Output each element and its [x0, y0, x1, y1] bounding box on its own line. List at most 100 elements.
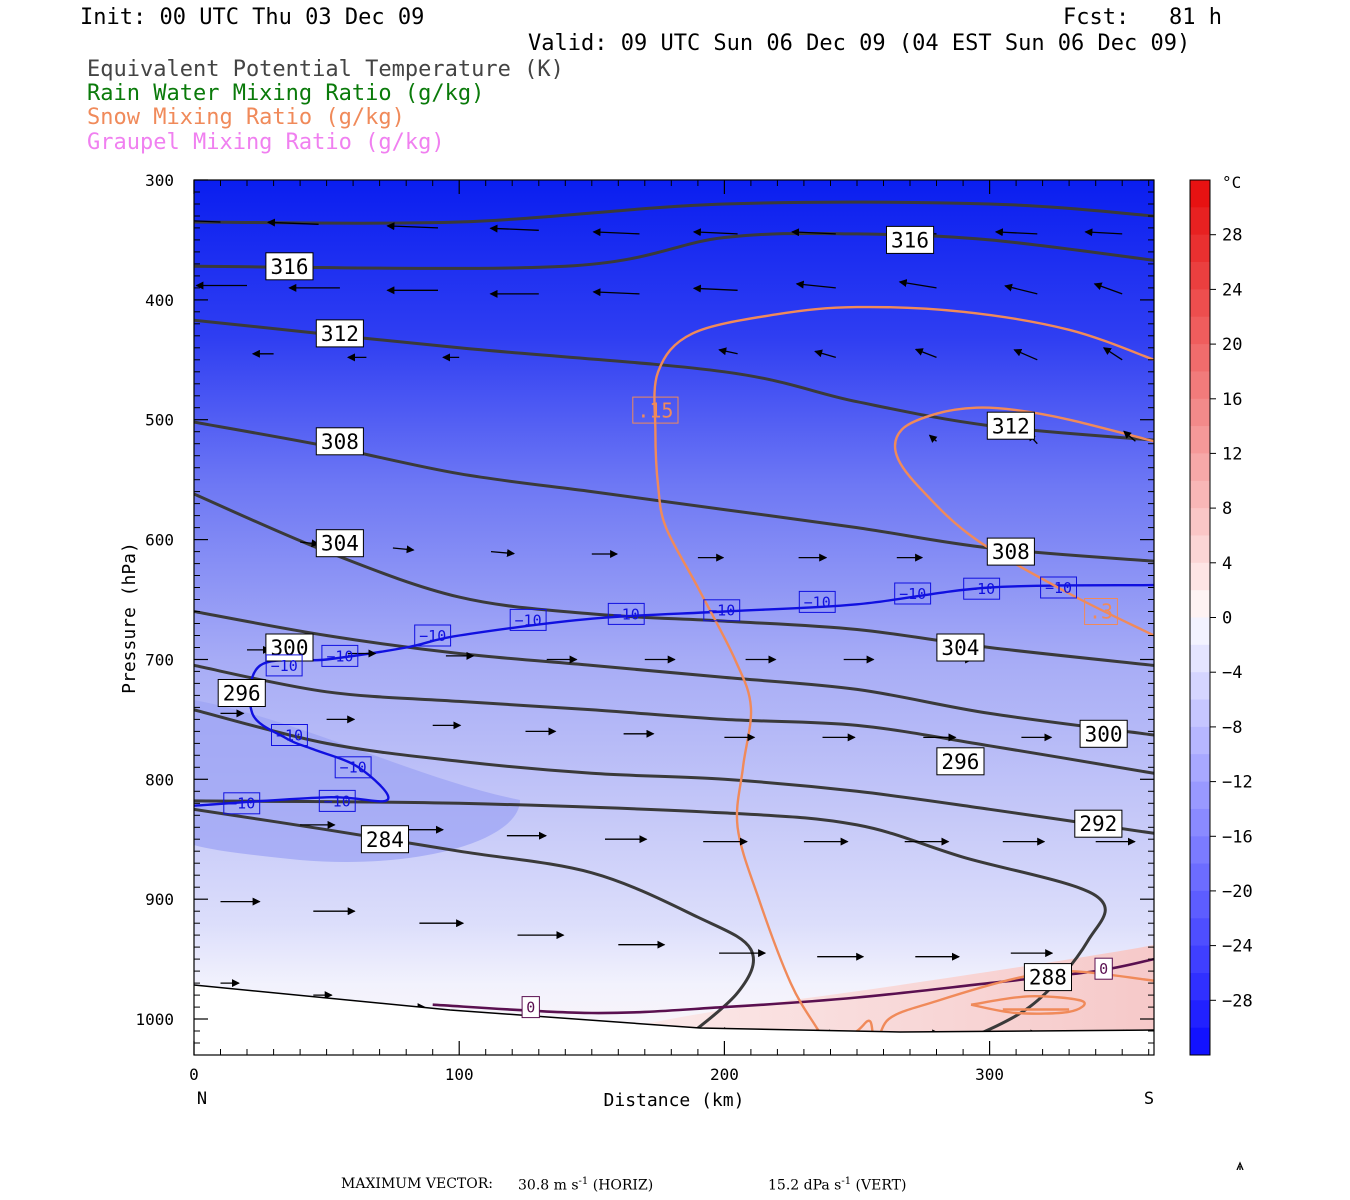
snow-contour-.3 [970, 995, 1086, 1015]
snow-label-box [1084, 598, 1118, 625]
wind-vector [490, 549, 515, 557]
theta-e-label: 300 [1079, 719, 1128, 748]
colorbar-segment [1190, 1027, 1210, 1056]
wind-vector [592, 288, 640, 297]
reference-vector-icon [1236, 1161, 1244, 1170]
colorbar-segment [1190, 726, 1210, 755]
theta-e-label: 292 [1074, 809, 1123, 838]
colorbar-label: 4 [1222, 554, 1232, 574]
colorbar-segment [1190, 1000, 1210, 1029]
isotherm-label-box [414, 624, 452, 647]
wind-vector [898, 279, 937, 289]
isotherm-label-box [703, 599, 741, 622]
contour-labels: 3163163123123083083043043003002962962922… [217, 225, 1128, 1019]
colorbar-segment [1190, 754, 1210, 782]
theta-e-label-box [315, 529, 364, 558]
x-axis-label: Distance (km) [604, 1090, 745, 1111]
theta-e-contour-316 [194, 231, 1154, 270]
isotherm-label-box [607, 602, 645, 625]
colorbar-label: −24 [1222, 937, 1253, 957]
theta-e-contour-300 [194, 610, 1154, 737]
x-tick-label: 300 [975, 1065, 1004, 1084]
isotherm-label: −10 [321, 644, 359, 667]
isotherm-label-text: −10 [324, 792, 351, 810]
isotherm-label-box [798, 590, 836, 613]
colorbar: 28 24 20 16 12 8 4 0 −4 −8 −12 −16 −20 −24 −28 [1189, 179, 1253, 1056]
theta-e-contour-284 [194, 807, 755, 1051]
isotherm-label-text: −10 [276, 726, 303, 744]
theta-e-label-text: 288 [1029, 966, 1067, 990]
isotherm-label-text: −10 [968, 580, 995, 598]
wind-vector [718, 347, 738, 356]
isotherm-label: −10 [703, 599, 741, 622]
wind-vector [1123, 430, 1136, 442]
isotherm-label: −10 [607, 602, 645, 625]
field-title-snow: Snow Mixing Ratio (g/kg) [87, 105, 405, 130]
theta-e-label: 316 [265, 252, 314, 281]
colorbar-label: 28 [1222, 226, 1242, 246]
isotherm-label-box [894, 582, 932, 605]
theta-e-label-text: 300 [1085, 722, 1123, 746]
theta-e-label-text: 312 [992, 414, 1030, 438]
wind-vector [1093, 282, 1123, 295]
isotherm-label-box [321, 644, 359, 667]
x-end-label-right: S [1144, 1089, 1154, 1109]
wind-vector [1084, 228, 1123, 237]
colorbar-segment [1190, 316, 1210, 345]
warm-layer-shading [620, 945, 1154, 1055]
colorbar-segment [1190, 508, 1210, 536]
colorbar-segment [1190, 426, 1210, 454]
theta-e-label: 296 [217, 679, 266, 707]
max-vertical-vector: 15.2 dPa s-1 (VERT) [768, 1176, 906, 1194]
colorbar-segment [1190, 180, 1210, 208]
wind-vector [791, 228, 836, 237]
field-title-theta-e: Equivalent Potential Temperature (K) [87, 57, 564, 82]
theta-e-label: 312 [315, 319, 364, 348]
theta-e-label-text: 316 [891, 229, 929, 253]
theta-e-label: 304 [936, 633, 985, 662]
horiz-unit: (HORIZ) [588, 1177, 654, 1194]
colorbar-segment [1190, 672, 1210, 700]
theta-e-label-box [1074, 809, 1123, 838]
theta-e-contour-316 [194, 200, 1154, 225]
wind-vector [928, 434, 938, 443]
theta-e-label: 300 [265, 633, 314, 662]
theta-e-label-text: 304 [321, 532, 359, 556]
snow-label-text: .15 [637, 398, 673, 422]
snow-label: .3 [1084, 598, 1118, 625]
y-tick-label: 700 [145, 651, 174, 670]
theta-e-label: 308 [315, 427, 364, 456]
isotherm-label: −10 [1040, 576, 1077, 599]
colorbar-label: 8 [1222, 499, 1232, 519]
colorbar-segment [1190, 453, 1210, 482]
snow-label-text: .3 [1089, 600, 1113, 624]
field-title-graupel: Graupel Mixing Ratio (g/kg) [87, 130, 445, 155]
terrain-surface [194, 985, 1154, 1055]
wind-vector [267, 218, 319, 227]
theta-e-contour-292 [194, 708, 1154, 835]
colorbar-label: −20 [1222, 882, 1253, 902]
theta-e-label-box [217, 679, 266, 707]
y-tick-label: 800 [145, 770, 174, 789]
colorbar-segment [1190, 398, 1210, 427]
wind-vector [692, 284, 738, 293]
colorbar-segment [1190, 617, 1210, 646]
isotherm-label: −10 [894, 582, 932, 605]
max-vector-label: MAXIMUM VECTOR: [341, 1176, 493, 1192]
theta-e-label-text: 296 [941, 750, 979, 774]
snow-contour-.15 [639, 305, 1154, 1055]
theta-e-label-text: 312 [321, 322, 359, 346]
max-horizontal-vector: 30.8 m s-1 (HORIZ) [518, 1176, 653, 1194]
colorbar-label: 24 [1222, 280, 1242, 300]
colorbar-segment [1190, 562, 1210, 591]
isotherm-label: −10 [318, 789, 356, 812]
theta-e-label-box [1079, 719, 1128, 748]
isotherm-label-box [509, 608, 547, 631]
theta-e-contour-296 [194, 663, 1154, 775]
terrain-surface-line [194, 984, 1154, 1033]
isotherm-label-box [334, 756, 372, 779]
colorbar-segment [1190, 890, 1210, 919]
isotherm-label-text: −10 [804, 593, 831, 611]
isotherm-label-text: −10 [613, 605, 640, 623]
colorbar-label: −16 [1222, 827, 1253, 847]
